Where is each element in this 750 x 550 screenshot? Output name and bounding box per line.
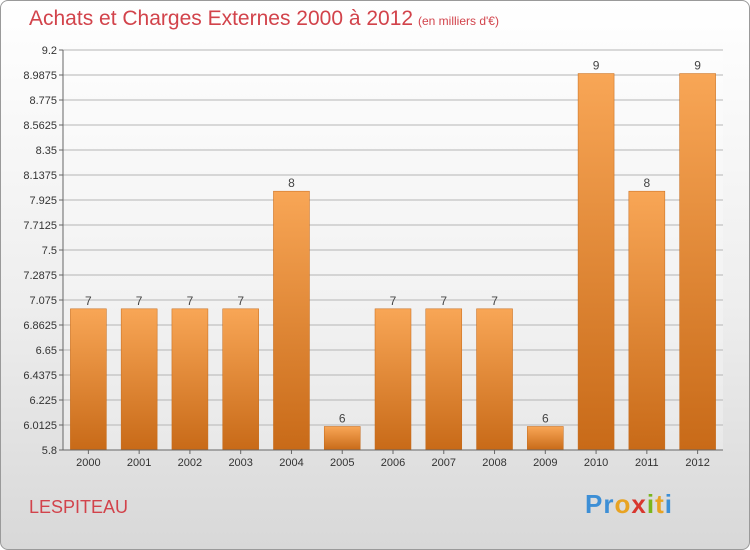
data-label-2011: 8	[644, 176, 651, 190]
logo-letter: P	[585, 489, 604, 519]
logo-letter: t	[655, 489, 665, 519]
commune-name: LESPITEAU	[29, 497, 129, 517]
y-tick-label: 5.8	[42, 445, 57, 457]
y-tick-label: 9.2	[42, 45, 57, 57]
bar-2002	[171, 308, 209, 451]
data-label-2000: 7	[85, 294, 92, 308]
y-tick-label: 6.0125	[23, 420, 57, 432]
x-tick-label-2011: 2011	[635, 457, 659, 469]
chart-title: Achats et Charges Externes 2000 à 2012	[29, 7, 414, 30]
logo-letter: x	[631, 489, 647, 519]
x-tick-label-2004: 2004	[279, 457, 303, 469]
x-tick-label-2009: 2009	[533, 457, 557, 469]
x-tick-label-2005: 2005	[330, 457, 354, 469]
x-tick-label-2012: 2012	[685, 457, 709, 469]
y-tick-label: 7.075	[29, 295, 57, 307]
logo-letter: i	[664, 489, 673, 519]
bar-2011	[628, 190, 666, 451]
data-label-2003: 7	[237, 294, 244, 308]
logo-letter: o	[614, 489, 632, 519]
x-tick-label-2008: 2008	[482, 457, 506, 469]
x-tick-label-2001: 2001	[127, 457, 151, 469]
bar-2005	[323, 426, 361, 451]
data-label-2006: 7	[390, 294, 397, 308]
y-tick-label: 8.9875	[23, 70, 57, 82]
logo-letter: r	[603, 489, 615, 519]
bar-2008	[476, 308, 513, 451]
bar-2001	[120, 308, 158, 451]
y-tick-label: 8.35	[36, 145, 57, 157]
data-label-2007: 7	[440, 294, 447, 308]
bar-2012	[679, 73, 716, 451]
y-tick-label: 6.4375	[23, 370, 57, 382]
data-label-2001: 7	[136, 294, 143, 308]
chart-subtitle: (en milliers d'€)	[418, 14, 499, 28]
y-tick-label: 6.225	[29, 395, 57, 407]
x-tick-label-2007: 2007	[432, 457, 456, 469]
x-tick-label-2003: 2003	[228, 457, 252, 469]
x-tick-label-2002: 2002	[178, 457, 202, 469]
bar-2006	[374, 308, 412, 451]
x-tick-label-2000: 2000	[76, 457, 100, 469]
y-tick-label: 7.7125	[23, 220, 57, 232]
bar-2007	[425, 308, 463, 451]
data-label-2012: 9	[694, 59, 701, 73]
x-tick-label-2010: 2010	[584, 457, 608, 469]
logo-letter: i	[646, 489, 656, 519]
proxiti-logo: Proxiti	[585, 489, 673, 520]
y-tick-label: 7.5	[42, 245, 57, 257]
y-tick-label: 7.925	[29, 195, 57, 207]
data-label-2005: 6	[339, 411, 346, 425]
y-tick-label: 8.5625	[23, 120, 57, 132]
data-label-2010: 9	[593, 59, 600, 73]
x-tick-label-2006: 2006	[381, 457, 405, 469]
data-label-2009: 6	[542, 411, 549, 425]
y-tick-label: 8.775	[29, 95, 57, 107]
y-tick-label: 6.65	[36, 345, 57, 357]
data-label-2008: 7	[491, 294, 498, 308]
bar-2010	[577, 73, 615, 451]
bar-2009	[527, 426, 564, 451]
bar-2004	[273, 190, 310, 451]
bar-2000	[70, 308, 107, 451]
y-tick-label: 7.2875	[23, 270, 57, 282]
data-label-2002: 7	[187, 294, 194, 308]
data-label-2004: 8	[288, 176, 295, 190]
y-tick-label: 6.8625	[23, 320, 57, 332]
bar-2003	[222, 308, 259, 451]
y-tick-label: 8.1375	[23, 170, 57, 182]
